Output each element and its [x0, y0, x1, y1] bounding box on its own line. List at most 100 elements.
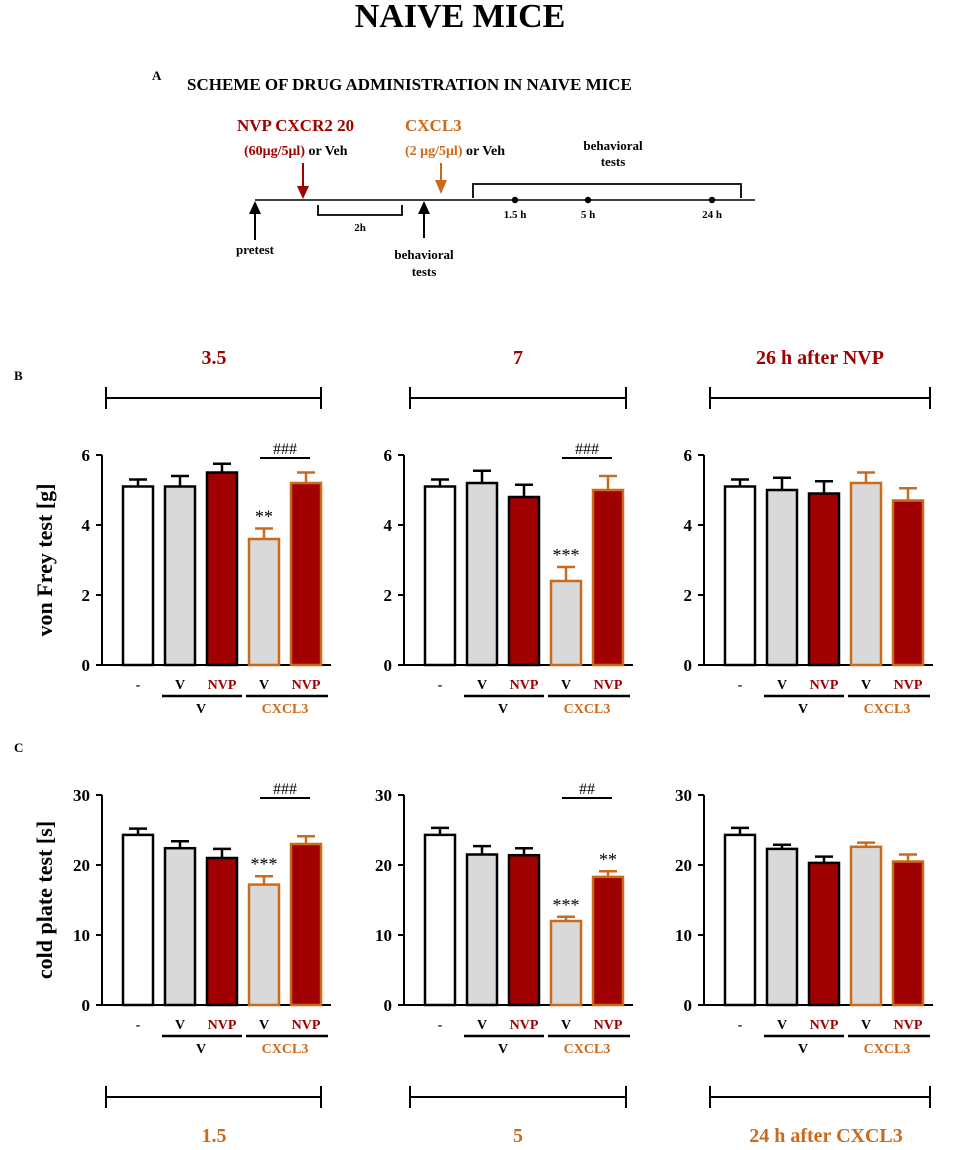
bar [163, 846, 197, 1007]
behav-tests-top-line1: behavioral [583, 138, 643, 153]
group-label-v: V [498, 702, 508, 717]
interval-bracket [317, 205, 403, 216]
bar [423, 833, 457, 1007]
pretest-label: pretest [236, 242, 275, 257]
y-tick-label: 20 [73, 856, 90, 875]
y-tick-label: 6 [684, 446, 693, 465]
x-label-v: V [259, 678, 269, 693]
y-tick-label: 10 [375, 926, 392, 945]
figure-title: NAIVE MICE [355, 0, 566, 35]
x-label-v: V [477, 678, 487, 693]
significance-mark: ** [599, 849, 617, 869]
bar [205, 856, 239, 1007]
bar [247, 537, 281, 667]
x-label-v: V [477, 1018, 487, 1033]
bar [121, 833, 155, 1007]
bottom-timepoint-3: 24 h after CXCL3 [749, 1125, 903, 1147]
x-label-v: V [861, 1018, 871, 1033]
behav-tests-bottom-line1: behavioral [394, 247, 454, 262]
bar [247, 883, 281, 1007]
bar [163, 485, 197, 667]
group-label-cxcl3: CXCL3 [864, 702, 911, 717]
panel-c-ylabel: cold plate test [s] [32, 821, 57, 979]
y-tick-label: 20 [675, 856, 692, 875]
top-timepoint-rules [105, 387, 931, 409]
panel-a-scheme: A SCHEME OF DRUG ADMINISTRATION IN NAIVE… [152, 68, 755, 279]
x-label-v: V [175, 678, 185, 693]
x-label-nvp: NVP [894, 1018, 923, 1033]
nvp-dose-line: (60μg/5μl) or Veh [244, 144, 348, 159]
x-label-nvp: NVP [594, 1018, 623, 1033]
bottom-timepoint-1: 1.5 [202, 1125, 227, 1147]
x-label-v: V [259, 1018, 269, 1033]
x-label-nvp: NVP [594, 678, 623, 693]
panel-c-letter: C [14, 740, 23, 755]
group-label-v: V [196, 1042, 206, 1057]
y-tick-label: 30 [675, 786, 692, 805]
x-label-nvp: NVP [894, 678, 923, 693]
interval-label: 2h [354, 222, 366, 234]
y-tick-label: 30 [73, 786, 90, 805]
bar [723, 833, 757, 1007]
y-tick-label: 10 [73, 926, 90, 945]
cxcl3-label: CXCL3 [405, 116, 462, 135]
x-label-v: V [777, 1018, 787, 1033]
group-label-cxcl3: CXCL3 [262, 702, 309, 717]
y-tick-label: 2 [82, 586, 91, 605]
behav-arrow-icon [418, 201, 430, 214]
y-tick-label: 2 [684, 586, 693, 605]
x-label-nvp: NVP [810, 678, 839, 693]
bar [549, 919, 583, 1007]
nvp-arrow-icon [297, 186, 309, 199]
y-tick-label: 4 [684, 516, 693, 535]
bar [289, 481, 323, 667]
x-label-v: V [561, 678, 571, 693]
y-tick-label: 4 [82, 516, 91, 535]
significance-bracket-label: ### [575, 441, 599, 458]
tests-bracket [472, 183, 742, 198]
y-tick-label: 20 [375, 856, 392, 875]
cxcl3-dose-line: (2 μg/5μl) or Veh [405, 144, 505, 159]
x-label-none: - [438, 1018, 443, 1033]
time-dot-1 [511, 196, 519, 204]
y-tick-label: 0 [82, 996, 91, 1015]
bar [465, 853, 499, 1007]
x-label-v: V [561, 1018, 571, 1033]
bar [465, 481, 499, 667]
y-tick-label: 0 [684, 656, 693, 675]
x-label-nvp: NVP [292, 1018, 321, 1033]
bar [765, 847, 799, 1007]
panel-a-heading: SCHEME OF DRUG ADMINISTRATION IN NAIVE M… [187, 75, 632, 94]
top-timepoint-3: 26 h after NVP [756, 347, 884, 369]
time-dot-3 [708, 196, 716, 204]
cxcl3-arrow-icon [435, 180, 447, 194]
bar [289, 842, 323, 1007]
bar [591, 875, 625, 1007]
bar [121, 485, 155, 667]
significance-bracket-label: ### [273, 441, 297, 458]
group-label-v: V [798, 1042, 808, 1057]
x-label-nvp: NVP [810, 1018, 839, 1033]
x-label-nvp: NVP [510, 1018, 539, 1033]
y-tick-label: 0 [82, 656, 91, 675]
bar [807, 492, 841, 667]
time-dot-2 [584, 196, 592, 204]
bottom-timepoints: 1.5 5 24 h after CXCL3 [105, 1086, 931, 1147]
nvp-dose: (60μg/5μl) [244, 144, 305, 159]
x-label-none: - [136, 1018, 141, 1033]
x-label-none: - [738, 678, 743, 693]
bar [507, 853, 541, 1007]
x-label-v: V [861, 678, 871, 693]
y-tick-label: 4 [384, 516, 393, 535]
bar [723, 485, 757, 667]
significance-mark: *** [553, 895, 580, 915]
bar [549, 579, 583, 667]
bar [205, 471, 239, 667]
bottom-timepoint-2: 5 [513, 1125, 523, 1147]
